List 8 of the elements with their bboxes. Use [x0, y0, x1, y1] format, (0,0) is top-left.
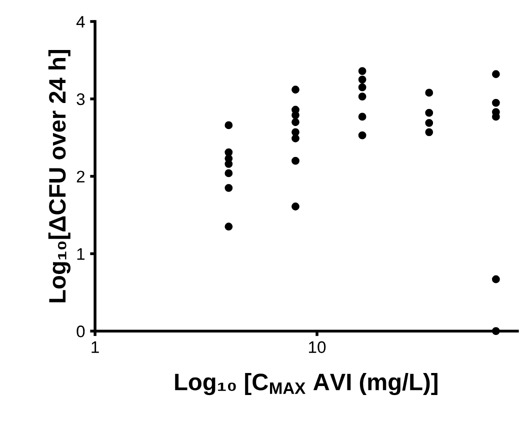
x-tick-label: 10: [308, 341, 326, 354]
y-axis-title: Log₁₀[ΔCFU over 24 h]: [48, 50, 70, 302]
y-tick-label: 4: [76, 16, 85, 28]
y-tick-label: 2: [76, 170, 84, 182]
y-tick-label: 3: [76, 93, 85, 106]
y-tick-label: 1: [77, 248, 85, 260]
y-tick-label: 0: [76, 326, 85, 338]
x-axis-title: Log₁₀ [C$_{MAX}$ AVI (mg/L)]: [175, 373, 438, 396]
